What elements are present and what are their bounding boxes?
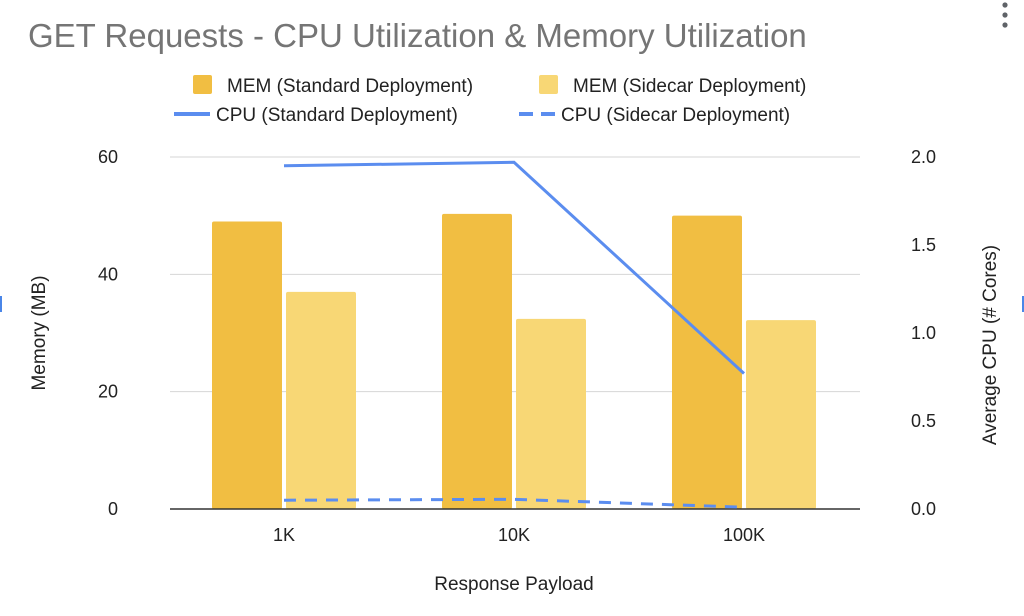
legend-item: CPU (Standard Deployment) <box>174 105 458 126</box>
legend-label: CPU (Sidecar Deployment) <box>561 105 790 126</box>
legend-label: MEM (Standard Deployment) <box>227 76 473 97</box>
line-cpu-standard <box>283 160 746 375</box>
more-vert-icon[interactable] <box>1002 2 1008 28</box>
y2-axis-ticks: 0.0 0.5 1.0 1.5 2.0 <box>911 147 936 519</box>
y2-tick-label: 1.0 <box>911 323 936 343</box>
lines <box>283 160 746 509</box>
bar-mem-standard-100k <box>672 215 742 509</box>
right-edge-marker <box>1022 296 1024 312</box>
y2-axis-title: Average CPU (# Cores) <box>980 245 1001 445</box>
legend: MEM (Standard Deployment) MEM (Sidecar De… <box>174 75 806 126</box>
legend-label: MEM (Sidecar Deployment) <box>573 76 806 97</box>
bar-mem-sidecar-10k <box>516 318 586 509</box>
y-tick-label: 60 <box>98 147 118 167</box>
bars <box>212 213 816 510</box>
y-axis-title: Memory (MB) <box>29 275 50 390</box>
y2-tick-label: 2.0 <box>911 147 936 167</box>
bar-mem-standard-1k <box>212 221 282 510</box>
x-tick-label: 10K <box>498 525 530 545</box>
y2-tick-label: 0.5 <box>911 411 936 431</box>
x-axis-title: Response Payload <box>434 574 594 595</box>
x-tick-label: 100K <box>723 525 765 545</box>
legend-item: MEM (Standard Deployment) <box>193 75 473 97</box>
legend-item: MEM (Sidecar Deployment) <box>539 75 806 97</box>
left-edge-marker <box>0 296 2 312</box>
chart-title: GET Requests - CPU Utilization & Memory … <box>28 17 807 54</box>
x-tick-label: 1K <box>273 525 295 545</box>
y-tick-label: 40 <box>98 264 118 284</box>
bar-mem-sidecar-100k <box>746 320 816 509</box>
y-tick-label: 20 <box>98 382 118 402</box>
y-tick-label: 0 <box>108 499 118 519</box>
bar-mem-sidecar-1k <box>286 291 356 509</box>
bar-mem-standard-10k <box>442 213 512 509</box>
legend-item: CPU (Sidecar Deployment) <box>519 105 790 126</box>
legend-swatch <box>539 75 558 94</box>
legend-swatch <box>193 75 212 94</box>
line-cpu-sidecar <box>283 497 745 509</box>
x-axis-ticks: 1K 10K 100K <box>273 525 765 545</box>
y2-tick-label: 1.5 <box>911 235 936 255</box>
y2-tick-label: 0.0 <box>911 499 936 519</box>
gridlines <box>170 156 860 393</box>
legend-label: CPU (Standard Deployment) <box>216 105 458 126</box>
y-axis-ticks: 0 20 40 60 <box>98 147 118 519</box>
